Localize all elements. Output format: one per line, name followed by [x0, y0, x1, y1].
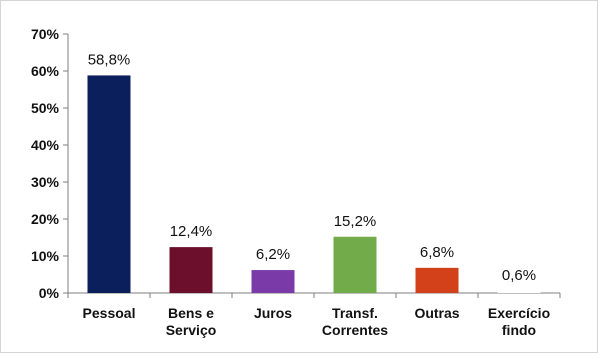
category-label: Juros	[254, 305, 292, 321]
data-label: 0,6%	[502, 267, 536, 284]
bar	[333, 236, 377, 293]
category-label: Exercício findo	[488, 305, 550, 338]
y-tick-label: 0%	[39, 285, 60, 301]
bar	[497, 290, 541, 293]
y-tick-label: 10%	[31, 248, 60, 264]
data-label: 15,2%	[334, 213, 377, 230]
category-label: Bens e Serviço	[166, 305, 217, 338]
y-tick-label: 60%	[31, 63, 60, 79]
bar	[169, 247, 213, 293]
category-label: Outras	[414, 305, 459, 321]
y-tick-label: 50%	[31, 100, 60, 116]
chart-labels: 58,8% Pessoal 12,4% Bens e Serviço 6,2% Juros 1…	[83, 51, 551, 338]
y-tick-label: 70%	[31, 26, 60, 42]
bar	[251, 270, 295, 293]
data-label: 6,8%	[420, 244, 454, 261]
category-label: Transf. Correntes	[322, 305, 388, 338]
category-label: Pessoal	[83, 305, 136, 321]
y-tick-label: 40%	[31, 137, 60, 153]
data-label: 6,2%	[256, 246, 290, 263]
y-tick-label: 30%	[31, 174, 60, 190]
chart-bars	[87, 75, 541, 293]
y-tick-label: 20%	[31, 211, 60, 227]
data-label: 58,8%	[88, 51, 131, 68]
data-label: 12,4%	[170, 223, 213, 240]
chart-axes: 0% 10% 20% 30% 40% 50% 60% 70%	[31, 26, 561, 301]
bar	[415, 267, 459, 293]
bar	[87, 75, 131, 293]
